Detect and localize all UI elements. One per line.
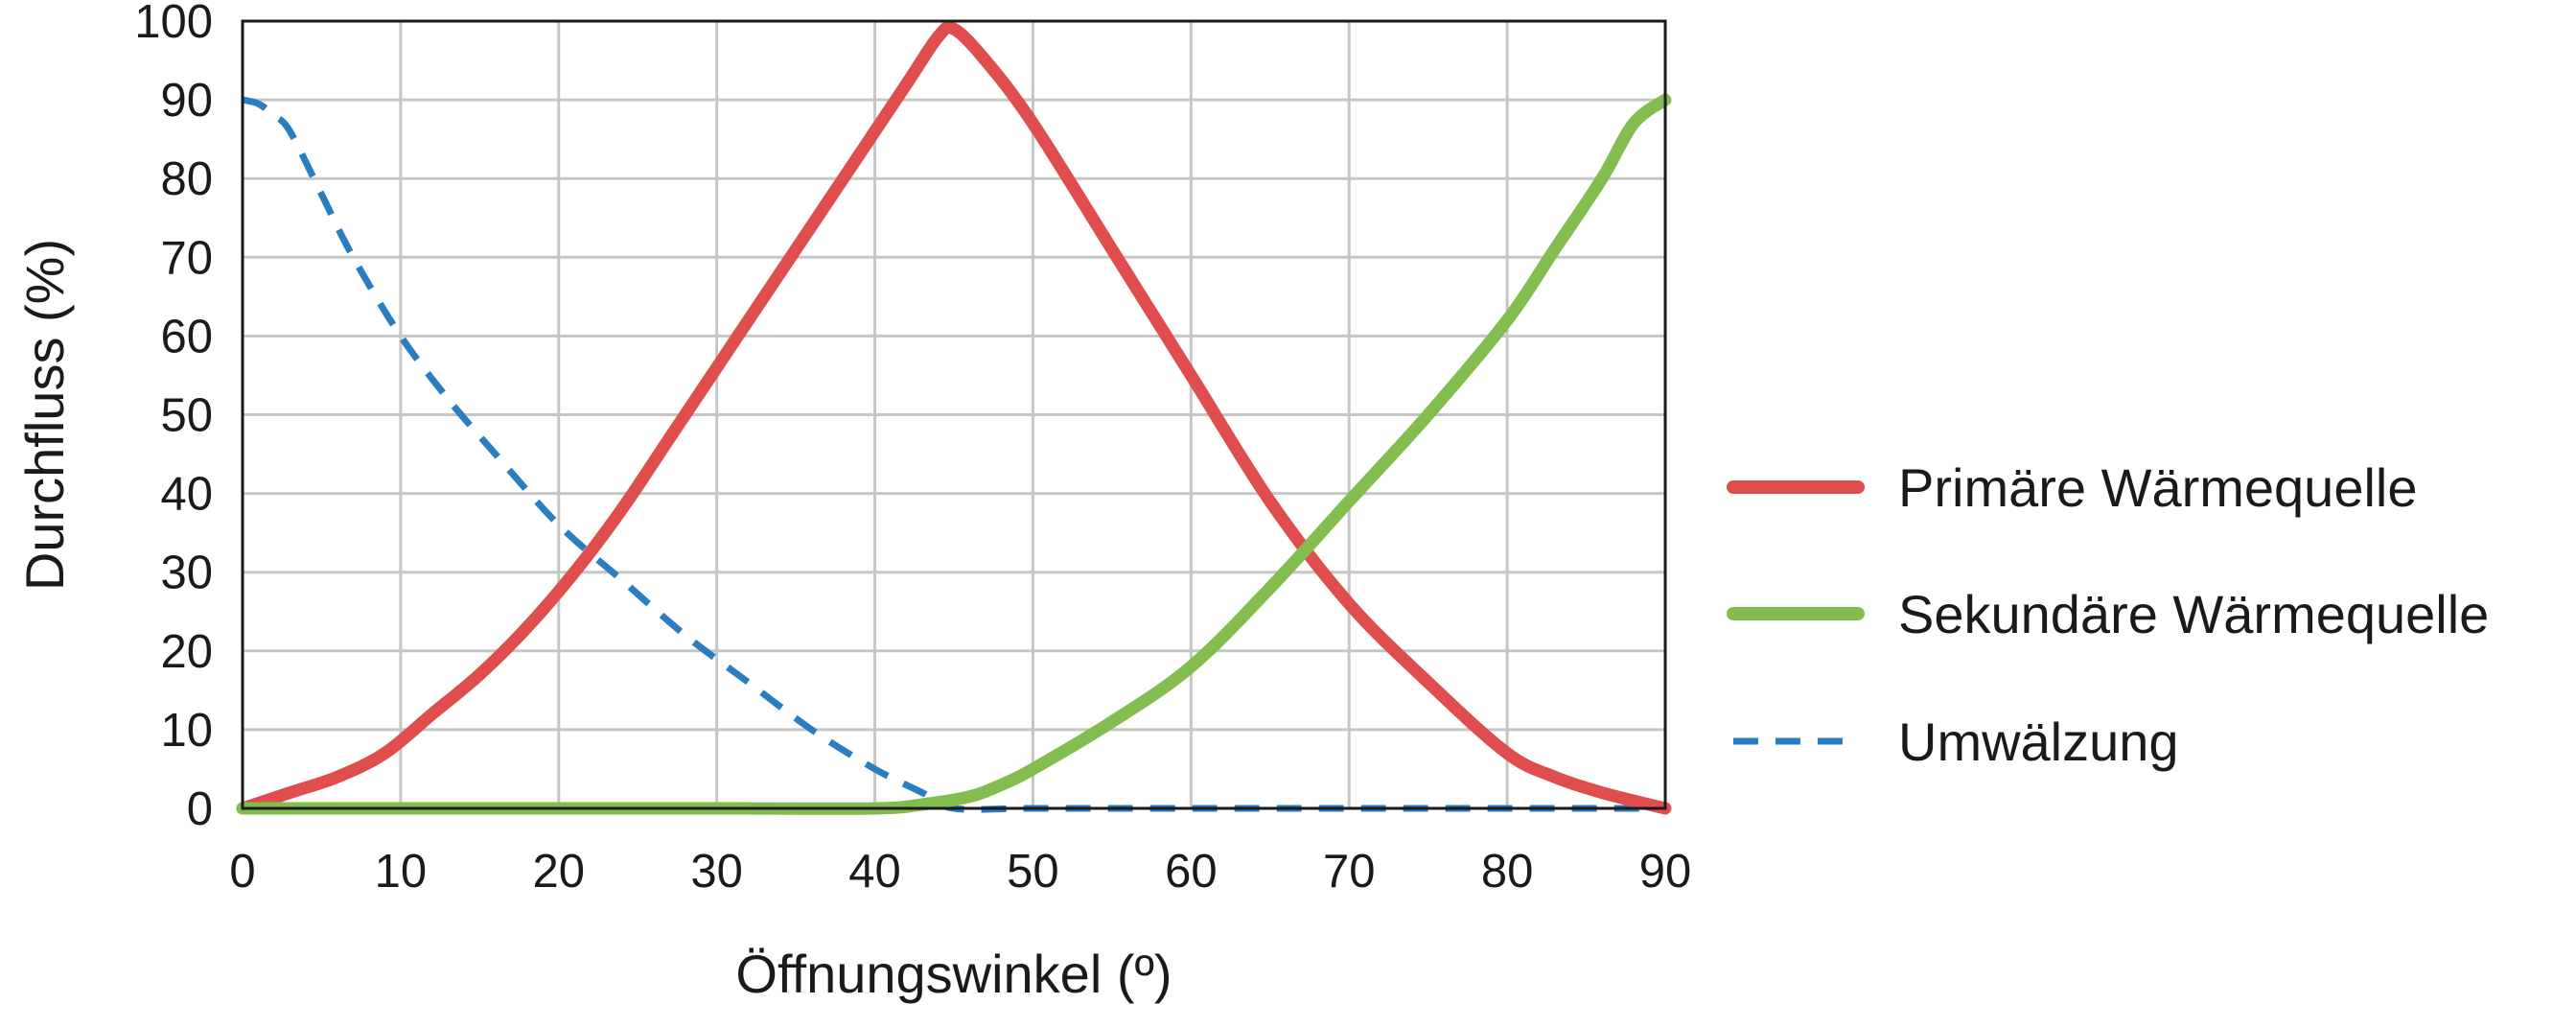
y-tick-label: 70 bbox=[160, 232, 213, 284]
y-tick-label: 50 bbox=[160, 390, 213, 442]
legend-label-0: Primäre Wärmequelle bbox=[1898, 457, 2418, 518]
y-tick-labels: 0 10 20 30 40 50 60 70 80 90 100 bbox=[134, 0, 213, 835]
y-tick-label: 30 bbox=[160, 548, 213, 599]
y-tick-label: 60 bbox=[160, 311, 213, 362]
series-layer bbox=[236, 20, 1672, 815]
y-tick-label: 20 bbox=[160, 626, 213, 678]
x-tick-label: 70 bbox=[1323, 846, 1376, 898]
y-tick-label: 100 bbox=[134, 0, 213, 48]
y-axis-title: Durchfluss (%) bbox=[14, 239, 75, 591]
y-tick-label: 40 bbox=[160, 469, 213, 521]
x-tick-label: 60 bbox=[1165, 846, 1218, 898]
x-tick-label: 0 bbox=[229, 846, 255, 898]
series-line-0 bbox=[236, 20, 1672, 815]
series-line-2 bbox=[242, 96, 1665, 813]
legend: Primäre Wärmequelle Sekundäre Wärmequelle… bbox=[1727, 457, 2489, 772]
x-tick-label: 30 bbox=[690, 846, 743, 898]
x-tick-label: 50 bbox=[1007, 846, 1059, 898]
legend-label-2: Umwälzung bbox=[1898, 712, 2179, 772]
x-axis-title: Öffnungswinkel (º) bbox=[735, 944, 1172, 1004]
x-tick-labels: 0 10 20 30 40 50 60 70 80 90 bbox=[229, 846, 1691, 898]
x-tick-label: 80 bbox=[1481, 846, 1534, 898]
y-tick-label: 90 bbox=[160, 75, 213, 127]
legend-label-1: Sekundäre Wärmequelle bbox=[1898, 584, 2489, 644]
y-tick-label: 80 bbox=[160, 153, 213, 205]
plot-frame bbox=[241, 19, 1667, 810]
x-tick-label: 90 bbox=[1639, 846, 1692, 898]
y-tick-label: 0 bbox=[187, 783, 213, 835]
x-tick-label: 20 bbox=[533, 846, 586, 898]
x-tick-label: 10 bbox=[375, 846, 428, 898]
y-tick-label: 10 bbox=[160, 705, 213, 757]
x-tick-label: 40 bbox=[848, 846, 901, 898]
